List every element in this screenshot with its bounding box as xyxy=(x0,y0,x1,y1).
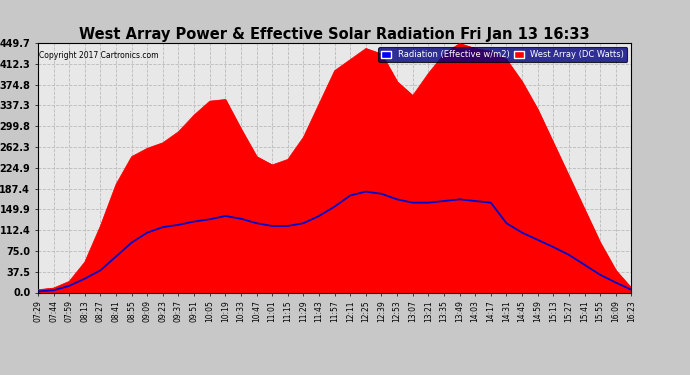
Text: Copyright 2017 Cartronics.com: Copyright 2017 Cartronics.com xyxy=(39,51,158,60)
Title: West Array Power & Effective Solar Radiation Fri Jan 13 16:33: West Array Power & Effective Solar Radia… xyxy=(79,27,590,42)
Legend: Radiation (Effective w/m2), West Array (DC Watts): Radiation (Effective w/m2), West Array (… xyxy=(378,47,627,62)
